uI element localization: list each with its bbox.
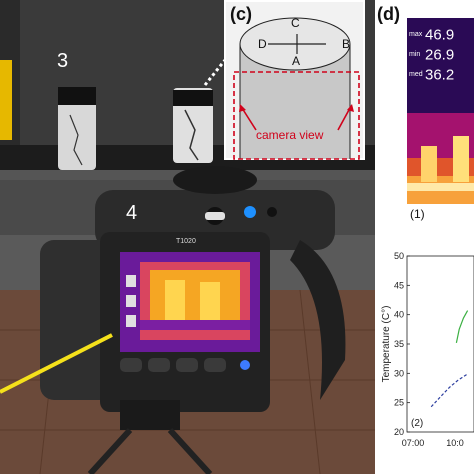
- temperature-chart: Temperature (C°) 50 45 40 35 30 25 20 07:00 10:0…: [377, 240, 474, 474]
- y-tick-label: 45: [394, 280, 404, 290]
- y-axis-label: Temperature (C°): [381, 306, 392, 383]
- thermal-image: max 46.9 min 26.9 med 36.2: [407, 18, 474, 204]
- y-tick-label: 20: [394, 427, 404, 437]
- point-a-label: A: [292, 54, 301, 68]
- thermal-scene: [407, 18, 474, 204]
- camera-model-label: T1020: [176, 238, 196, 245]
- y-tick-label: 25: [394, 398, 404, 408]
- series-line-0: [455, 310, 469, 343]
- specimen-left: [58, 87, 96, 170]
- temp-readout-med: med 36.2: [409, 66, 455, 84]
- series-line-1: [430, 373, 468, 408]
- camera-number-label: 4: [126, 202, 138, 224]
- chart-sublabel: (2): [411, 418, 423, 429]
- point-c-label: C: [291, 16, 300, 30]
- y-tick-label: 30: [394, 368, 404, 378]
- camera-setup-photo: 3 4 T1020 (c) C D B A camera view: [0, 0, 375, 474]
- x-tick-label: 10:0: [446, 438, 464, 448]
- y-tick-label: 35: [394, 339, 404, 349]
- specimen-number-label: 3: [57, 50, 69, 72]
- panel-d: (d) max 46.9 min 26.9 med 36.2 (1) Temperat…: [377, 0, 474, 474]
- pointer-line: [0, 333, 113, 394]
- panel-d-title: (d): [377, 4, 400, 24]
- panel-c-title: (c): [230, 4, 252, 24]
- camera-view-frame: [233, 71, 360, 160]
- plot-area: [406, 255, 474, 433]
- y-tick-label: 50: [394, 251, 404, 261]
- point-b-label: B: [342, 37, 351, 51]
- camera-view-label: camera view: [256, 128, 324, 142]
- temp-readout-min: min 26.9: [409, 46, 455, 64]
- panel-d-sublabel: (1): [410, 207, 425, 221]
- inset-panel-c: (c) C D B A camera view: [224, 0, 365, 160]
- point-d-label: D: [258, 37, 267, 51]
- y-tick-label: 40: [394, 310, 404, 320]
- x-tick-label: 07:00: [402, 438, 425, 448]
- temp-readout-max: max 46.9: [409, 26, 455, 44]
- specimen-diagram: [233, 17, 360, 160]
